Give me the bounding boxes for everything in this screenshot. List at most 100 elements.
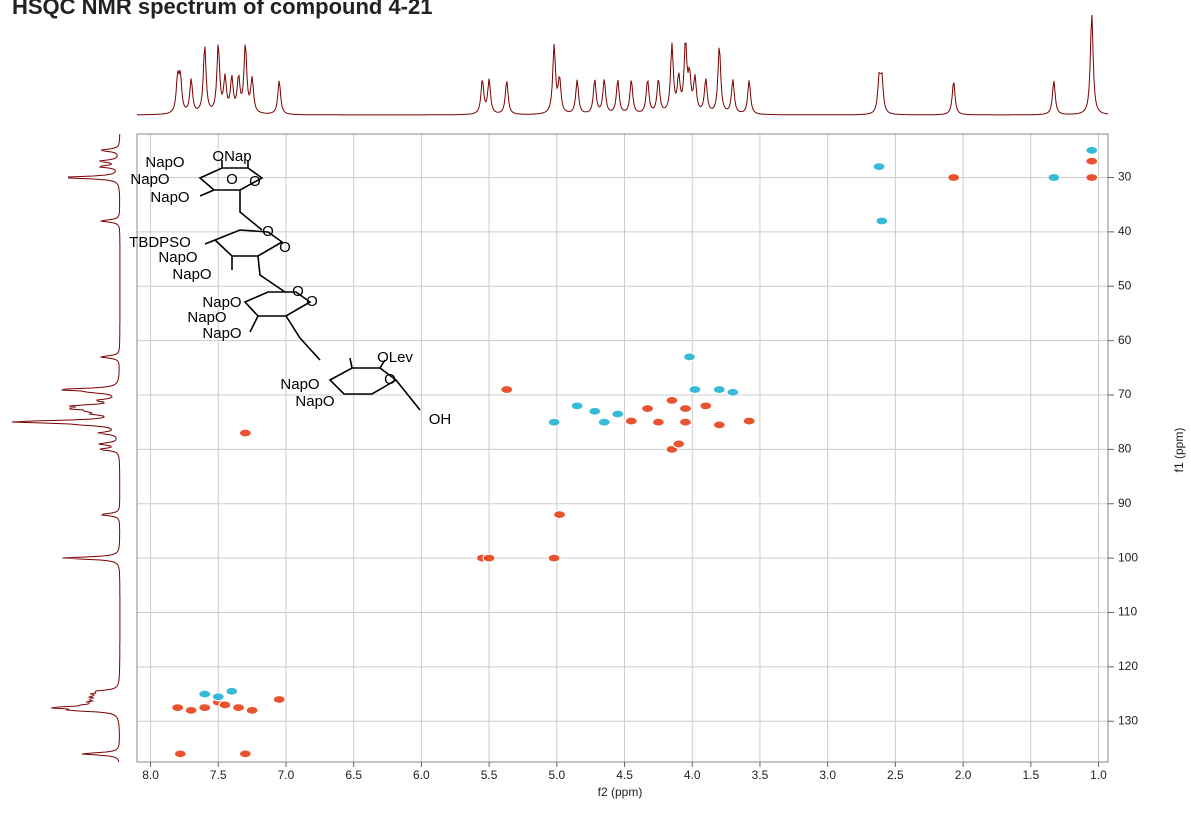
cross-peak: [171, 703, 185, 713]
cross-peak: [624, 416, 638, 426]
x-tick-label: 1.5: [1022, 768, 1039, 782]
ring-1: [198, 160, 264, 231]
y-tick-label: 110: [1118, 605, 1137, 619]
x-tick-label: 8.0: [142, 768, 159, 782]
cross-peak: [238, 428, 252, 438]
cross-peak: [651, 417, 665, 427]
cross-peak: [500, 384, 514, 395]
y-tick-label: 130: [1118, 713, 1138, 727]
cross-peak: [184, 705, 198, 715]
cross-peak: [198, 703, 212, 713]
structure-label: O: [226, 171, 238, 188]
cross-peak: [665, 395, 679, 406]
x-tick-label: 7.0: [278, 768, 295, 782]
y-tick-label: 70: [1118, 387, 1132, 401]
cross-peak: [678, 403, 693, 414]
cross-peak: [272, 694, 286, 705]
x-tick-label: 4.0: [684, 768, 701, 782]
y-tick-label: 50: [1118, 278, 1132, 292]
structure-label: NapO: [158, 249, 197, 266]
cross-peak: [712, 384, 726, 395]
structure-label: NapO: [280, 376, 319, 393]
structure-label: NapO: [187, 309, 226, 326]
cross-peak: [678, 417, 693, 427]
cross-peak: [597, 417, 611, 427]
structure-label: OLev: [377, 349, 413, 366]
cross-peak: [547, 417, 561, 427]
cross-peak: [245, 705, 259, 715]
cross-peak: [231, 703, 246, 713]
y-tick-label: 60: [1118, 333, 1132, 347]
y-axis-label: f1 (ppm): [1172, 428, 1186, 473]
cross-peak: [1085, 172, 1099, 183]
x-tick-label: 3.0: [819, 768, 836, 782]
structure-label: NapO: [172, 266, 211, 283]
structure-label: NapO: [295, 393, 334, 410]
cross-peak: [1047, 172, 1061, 183]
cross-peak: [712, 420, 726, 430]
structure-label: O: [262, 223, 274, 240]
x-tick-label: 2.0: [955, 768, 972, 782]
structure-label: NapO: [145, 154, 184, 171]
cross-peak: [672, 439, 686, 449]
x-tick-label: 5.0: [548, 768, 565, 782]
x-tick-label: 6.0: [413, 768, 430, 782]
cross-peak: [872, 162, 886, 172]
structure-label: NapO: [202, 294, 241, 311]
structure-label: O: [292, 283, 304, 300]
cross-peak: [742, 416, 756, 426]
x-tick-label: 6.5: [345, 768, 362, 782]
ring-3: [243, 291, 321, 361]
cross-peak: [947, 172, 961, 183]
structure-label: NapO: [202, 325, 241, 342]
cross-peak: [198, 689, 212, 699]
cross-peak: [726, 387, 740, 397]
cross-peak: [552, 510, 567, 520]
cross-peak: [688, 384, 702, 395]
cross-peak: [225, 686, 239, 696]
f1-projection: [11, 134, 121, 763]
cross-peak: [547, 553, 561, 563]
x-axis-label: f2 (ppm): [598, 785, 643, 799]
x-tick-label: 7.5: [210, 768, 227, 782]
structure-label: O: [249, 173, 261, 190]
x-tick-label: 3.5: [752, 768, 769, 782]
f2-projection: [137, 14, 1109, 116]
y-tick-label: 90: [1118, 496, 1132, 510]
y-tick-label: 40: [1118, 224, 1132, 238]
structure-label: OH: [429, 411, 452, 428]
cross-peak: [611, 409, 625, 419]
cross-peak: [1085, 156, 1099, 166]
cross-peak: [211, 692, 225, 702]
structure-label: NapO: [130, 171, 169, 188]
cross-peak: [173, 749, 187, 759]
structure-label: NapO: [150, 189, 189, 206]
x-tick-label: 4.5: [616, 768, 633, 782]
x-tick-label: 5.5: [481, 768, 498, 782]
cross-peak: [682, 352, 697, 362]
structure-label: O: [384, 371, 396, 388]
ring-2: [204, 229, 286, 293]
cross-peak: [875, 216, 889, 226]
cross-peak: [482, 553, 496, 563]
y-tick-label: 100: [1118, 550, 1138, 564]
structure-label: O: [306, 293, 318, 310]
cross-peak: [218, 700, 232, 710]
y-tick-label: 120: [1118, 659, 1138, 673]
structure-label: O: [279, 239, 291, 256]
x-tick-label: 2.5: [887, 768, 904, 782]
cross-peak: [1085, 145, 1099, 155]
chart-title: HSQC NMR spectrum of compound 4-21: [12, 0, 432, 19]
cross-peak: [238, 749, 252, 759]
structure-label: ONap: [212, 148, 251, 165]
x-tick-label: 1.0: [1090, 768, 1107, 782]
cross-peak: [699, 401, 713, 411]
y-tick-label: 80: [1118, 442, 1132, 456]
plot-frame: [136, 133, 1109, 763]
cross-peak: [640, 403, 655, 414]
y-tick-label: 30: [1118, 170, 1132, 184]
ring-4: [328, 357, 421, 411]
cross-peak: [588, 406, 602, 416]
